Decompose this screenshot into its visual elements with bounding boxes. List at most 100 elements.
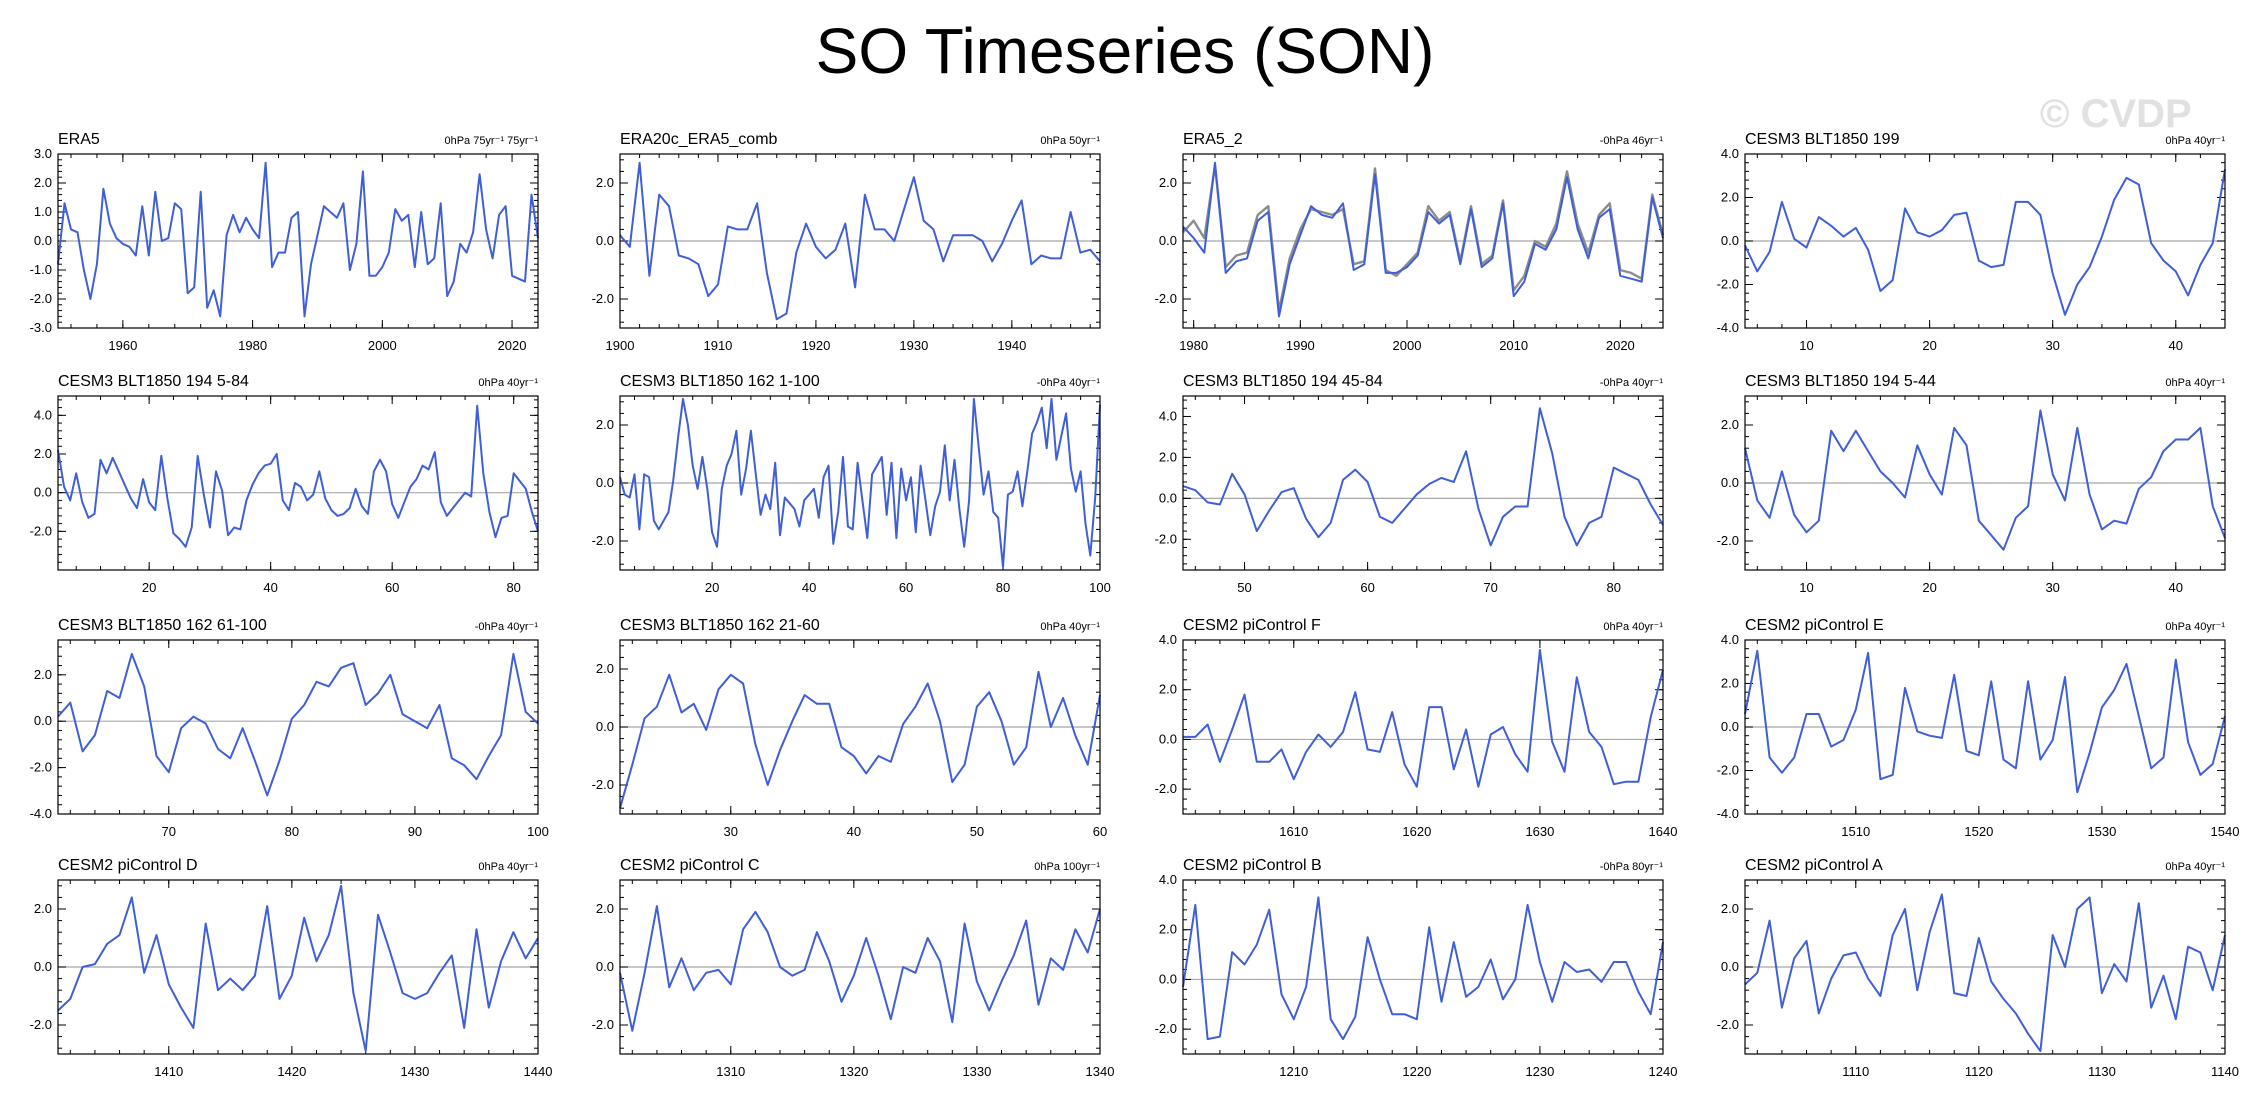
panel-11-series-line	[1183, 648, 1664, 788]
panel-1-ytick-label: -2.0	[30, 291, 52, 306]
panel-5-title: CESM3 BLT1850 194 5-84	[58, 373, 249, 390]
panel-1: ERA5 0hPa 75yr⁻¹ 75yr⁻¹ -3.0 -2.0 -1.0 0.0 1.0…	[30, 131, 539, 353]
panel-10-ytick-label: 0.0	[596, 719, 614, 734]
panel-2-xtick-label: 1910	[703, 338, 732, 353]
panel-5-info: 0hPa 40yr⁻¹	[478, 377, 538, 389]
panel-9-info: -0hPa 40yr⁻¹	[475, 621, 539, 633]
panel-5-xtick-label: 80	[506, 580, 520, 595]
panel-14-xtick-label: 1310	[716, 1064, 745, 1079]
panel-15-title: CESM2 piControl B	[1183, 857, 1322, 874]
panel-11-ytick-label: 4.0	[1159, 632, 1177, 647]
panel-1-ytick-label: 2.0	[34, 175, 52, 190]
panel-4: CESM3 BLT1850 199 0hPa 40yr⁻¹ -4.0 -2.0 0.0 2…	[1717, 131, 2226, 353]
panel-10-xtick-label: 60	[1093, 824, 1107, 839]
panel-4-title: CESM3 BLT1850 199	[1745, 131, 1900, 148]
panel-3-info: -0hPa 46yr⁻¹	[1600, 135, 1664, 147]
panel-14-frame	[619, 879, 1101, 1055]
panel-13-ytick-label: -2.0	[30, 1017, 52, 1032]
panel-14: CESM2 piControl C 0hPa 100yr⁻¹ -2.0 0.0 2.0 1…	[592, 857, 1115, 1079]
panel-15-xtick-label: 1220	[1402, 1064, 1431, 1079]
panel-10: CESM3 BLT1850 162 21-60 0hPa 40yr⁻¹ -2.0 0.…	[592, 617, 1108, 839]
panel-5-ytick-label: 4.0	[34, 407, 52, 422]
panel-15-xtick-label: 1240	[1649, 1064, 1678, 1079]
panel-5-xtick-label: 20	[142, 580, 156, 595]
panel-9-xtick-label: 70	[162, 824, 176, 839]
panel-15-info: -0hPa 80yr⁻¹	[1600, 861, 1664, 873]
panel-2-xtick-label: 1940	[997, 338, 1026, 353]
panel-7: CESM3 BLT1850 194 45-84 -0hPa 40yr⁻¹ -2.0 0…	[1155, 373, 1664, 595]
panel-2-info: 0hPa 50yr⁻¹	[1040, 135, 1100, 147]
panel-12-ytick-label: -2.0	[1717, 763, 1739, 778]
panel-2-title: ERA20c_ERA5_comb	[620, 131, 778, 148]
panel-11-ytick-label: -2.0	[1155, 781, 1177, 796]
panel-9-xtick-label: 90	[408, 824, 422, 839]
panel-9: CESM3 BLT1850 162 61-100 -0hPa 40yr⁻¹ -4.0…	[30, 617, 549, 839]
panel-1-ytick-label: 1.0	[34, 204, 52, 219]
panel-13-xtick-label: 1420	[277, 1064, 306, 1079]
panel-8-ytick-label: 0.0	[1721, 475, 1739, 490]
panel-14-xtick-label: 1330	[962, 1064, 991, 1079]
panel-1-frame	[57, 153, 539, 329]
panel-4-ytick-label: 4.0	[1721, 146, 1739, 161]
panel-12-xtick-label: 1520	[1964, 824, 1993, 839]
panel-13-title: CESM2 piControl D	[58, 857, 198, 874]
panel-4-series-line	[1744, 169, 2226, 316]
panel-16-xtick-label: 1120	[1965, 1064, 1993, 1079]
panel-14-ytick-label: -2.0	[592, 1017, 614, 1032]
panel-8-title: CESM3 BLT1850 194 5-44	[1745, 373, 1936, 390]
panel-14-xtick-label: 1320	[839, 1064, 868, 1079]
panel-5: CESM3 BLT1850 194 5-84 0hPa 40yr⁻¹ -2.0 0.0…	[30, 373, 539, 595]
panel-12-ytick-label: -4.0	[1717, 806, 1739, 821]
panel-6-xtick-label: 60	[899, 580, 913, 595]
panel-1-ytick-label: 3.0	[34, 146, 52, 161]
panel-6-ytick-label: -2.0	[592, 533, 614, 548]
panel-6-xtick-label: 100	[1089, 580, 1111, 595]
panel-10-xtick-label: 50	[970, 824, 984, 839]
panel-12: CESM2 piControl E 0hPa 40yr⁻¹ -4.0 -2.0 0.0 2…	[1717, 617, 2240, 839]
panel-3-frame	[1182, 153, 1664, 329]
panel-1-ytick-label: -3.0	[30, 320, 52, 335]
panel-8-xtick-label: 20	[1922, 580, 1936, 595]
panel-3-xtick-label: 2020	[1606, 338, 1635, 353]
panel-11-ytick-label: 0.0	[1159, 731, 1177, 746]
panel-2-xtick-label: 1900	[606, 338, 635, 353]
panel-10-title: CESM3 BLT1850 162 21-60	[620, 617, 820, 634]
panel-10-ytick-label: 2.0	[596, 661, 614, 676]
panel-11-xtick-label: 1630	[1525, 824, 1554, 839]
panel-7-info: -0hPa 40yr⁻¹	[1600, 377, 1664, 389]
panel-14-title: CESM2 piControl C	[620, 857, 760, 874]
panel-16-ytick-label: 0.0	[1721, 959, 1739, 974]
panel-13-ytick-label: 0.0	[34, 959, 52, 974]
panel-16-xtick-label: 1130	[2088, 1064, 2116, 1079]
panel-7-xtick-label: 70	[1483, 580, 1497, 595]
panel-3-overlay-line	[1182, 164, 1665, 312]
panel-1-ytick-label: 0.0	[34, 233, 52, 248]
panel-15-frame	[1182, 879, 1664, 1055]
panel-10-series-line	[619, 670, 1101, 809]
panel-5-ytick-label: 0.0	[34, 485, 52, 500]
panel-12-xtick-label: 1510	[1841, 824, 1870, 839]
panel-12-info: 0hPa 40yr⁻¹	[2165, 621, 2225, 633]
panel-4-info: 0hPa 40yr⁻¹	[2165, 135, 2225, 147]
panel-1-xtick-label: 2020	[498, 338, 527, 353]
panel-11-xtick-label: 1640	[1649, 824, 1678, 839]
panel-6-title: CESM3 BLT1850 162 1-100	[620, 373, 820, 390]
panel-3-xtick-label: 1990	[1286, 338, 1315, 353]
panel-3-ytick-label: 2.0	[1159, 175, 1177, 190]
panel-12-xtick-label: 1530	[2087, 824, 2116, 839]
panel-2: ERA20c_ERA5_comb 0hPa 50yr⁻¹ -2.0 0.0 2.0 190…	[592, 131, 1101, 353]
panel-12-ytick-label: 0.0	[1721, 719, 1739, 734]
panel-8-xtick-label: 30	[2045, 580, 2059, 595]
panel-9-xtick-label: 80	[285, 824, 299, 839]
panel-2-ytick-label: 2.0	[596, 175, 614, 190]
panel-1-series-line	[57, 161, 539, 318]
panel-6-xtick-label: 20	[705, 580, 719, 595]
panel-15-series-line	[1182, 896, 1664, 1041]
panel-14-ytick-label: 0.0	[596, 959, 614, 974]
panel-15: CESM2 piControl B -0hPa 80yr⁻¹ -2.0 0.0 2.0 4…	[1155, 857, 1678, 1079]
panel-8-series-line	[1744, 409, 2226, 551]
panel-16-xtick-label: 1140	[2211, 1064, 2239, 1079]
panel-11-xtick-label: 1620	[1402, 824, 1431, 839]
panel-1-xtick-label: 1960	[108, 338, 137, 353]
